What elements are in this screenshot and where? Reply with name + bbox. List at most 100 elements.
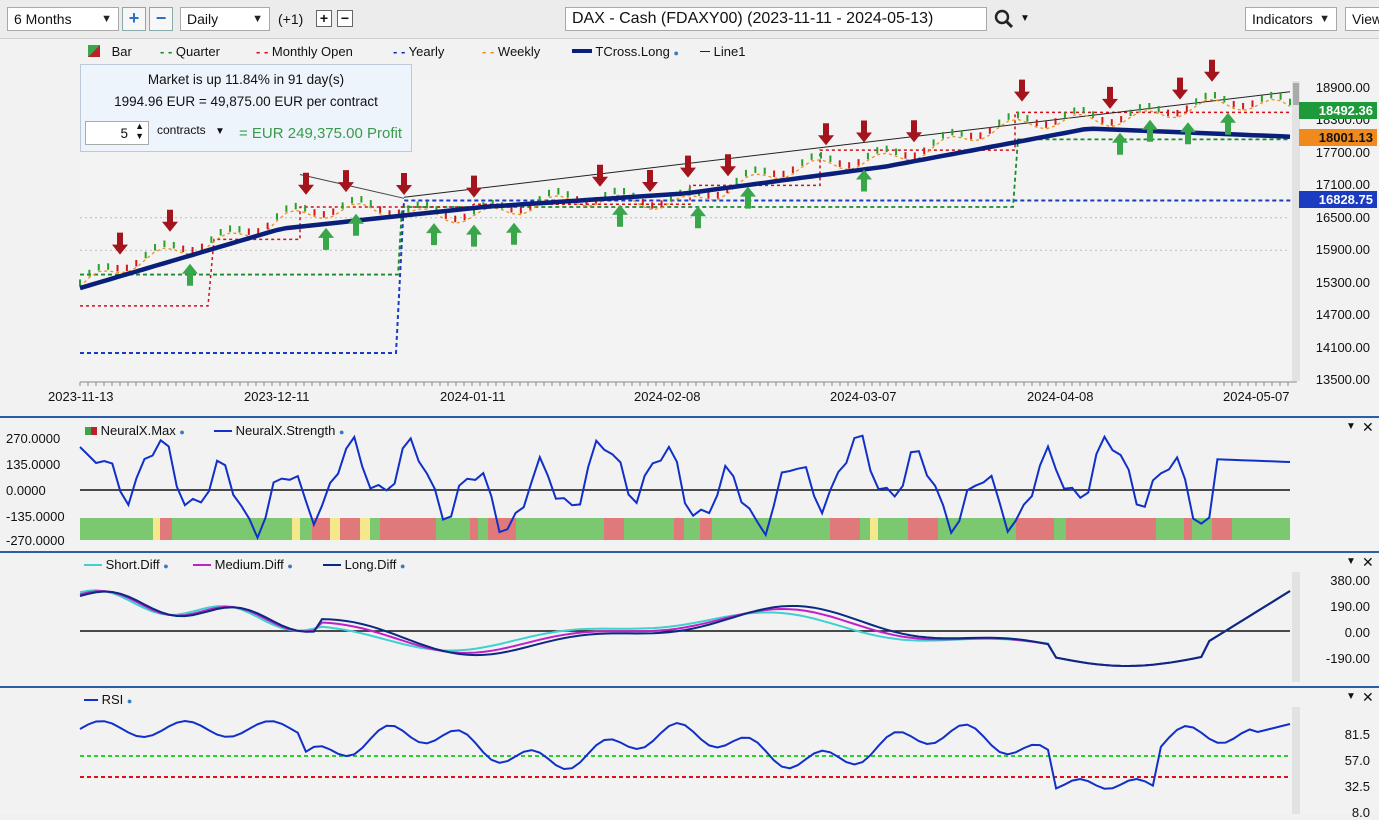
scrollbar-thumb [1293, 83, 1299, 105]
date-axis-label: 2023-11-13 [48, 389, 114, 404]
rsi-line [79, 719, 1291, 790]
buy-arrow-icon [1220, 112, 1236, 135]
sell-arrow-icon [466, 175, 482, 198]
rsi-axis-label: 81.5 [1344, 727, 1370, 742]
panel-menu-icon[interactable]: ▼ [1346, 691, 1356, 702]
panel-separator[interactable] [0, 686, 1379, 688]
legend-bar: Bar [88, 44, 132, 59]
settings-dot-icon[interactable]: ● [400, 561, 406, 571]
close-icon[interactable]: ✕ [1362, 419, 1374, 435]
buy-arrow-icon [506, 222, 522, 245]
symbol-title[interactable]: DAX - Cash (FDAXY00) (2023-11-11 - 2024-… [565, 7, 987, 31]
diff-chart[interactable] [0, 554, 1379, 686]
settings-dot-icon[interactable]: ● [163, 561, 169, 571]
price-axis-label: 14100.00 [1315, 339, 1370, 355]
settings-dot-icon[interactable]: ● [179, 427, 185, 437]
legend-neuralx-strength: NeuralX.Strength ● [214, 423, 344, 438]
close-icon[interactable]: ✕ [1362, 554, 1374, 570]
bar-icon [88, 45, 100, 57]
signal-segment [1156, 518, 1184, 540]
price-axis-label: 14700.00 [1315, 307, 1370, 323]
settings-dot-icon[interactable]: ● [287, 561, 293, 571]
dash-icon: - - [160, 44, 173, 59]
search-icon[interactable] [994, 9, 1014, 29]
line1-connector [299, 174, 405, 199]
panel-menu-icon[interactable]: ▼ [1346, 556, 1356, 567]
price-tag-weekly: 18001.13 [1299, 129, 1377, 146]
scrollbar-track [1292, 572, 1300, 682]
contracts-value: 5 [120, 126, 128, 141]
legend-yearly: - - Yearly [393, 44, 444, 59]
legend-weekly: - - Weekly [482, 44, 540, 59]
zoom-out-button[interactable]: − [149, 7, 173, 31]
legend-line1-label: Line1 [713, 44, 746, 59]
buy-arrow-icon [1142, 119, 1158, 142]
price-axis-label: 15900.00 [1315, 242, 1370, 258]
symbol-title-text: DAX - Cash (FDAXY00) (2023-11-11 - 2024-… [572, 10, 934, 27]
diff-panel[interactable]: Short.Diff ● Medium.Diff ● Long.Diff ● ▼… [0, 554, 1379, 686]
settings-dot-icon[interactable]: ● [126, 696, 133, 706]
settings-dot-icon[interactable]: ● [338, 427, 345, 437]
neuralx-panel[interactable]: NeuralX.Max ● NeuralX.Strength ● ▼ ✕ 270… [0, 419, 1379, 551]
buy-arrow-icon [856, 169, 872, 192]
panel-separator[interactable] [0, 551, 1379, 553]
signal-segment [684, 518, 700, 540]
rsi-axis-label: 57.0 [1344, 753, 1370, 768]
strength-line [79, 434, 1291, 541]
signal-segment [80, 518, 153, 540]
price-tag-yearly: 16828.75 [1299, 191, 1377, 208]
price-panel[interactable]: Bar - - Quarter - - Monthly Open - - Yea… [0, 39, 1379, 417]
signal-segment [624, 518, 674, 540]
remove-offset-button[interactable]: − [337, 10, 353, 27]
toolbar: 6 Months ▼ + − Daily ▼ (+1) + − DAX - Ca… [0, 0, 1379, 39]
view-button[interactable]: View [1345, 7, 1379, 31]
rsi-chart[interactable] [0, 689, 1379, 814]
profit-info-box: Market is up 11.84% in 91 day(s) 1994.96… [80, 64, 412, 152]
legend-monthly-label: Monthly Open [271, 44, 353, 59]
interval-value: Daily [187, 11, 219, 27]
legend-long-label: Long.Diff [344, 557, 397, 572]
contracts-label: contracts [157, 123, 206, 137]
signal-segment [830, 518, 860, 540]
price-axis-label: 13500.00 [1315, 372, 1370, 387]
signal-segment [300, 518, 312, 540]
diff-axis-label: -190.00 [1325, 651, 1370, 666]
indicators-button[interactable]: Indicators ▼ [1245, 7, 1337, 31]
line-icon [572, 49, 592, 53]
panel-separator[interactable] [0, 416, 1379, 418]
legend-tcross: TCross.Long ● [572, 44, 679, 59]
legend-neuralx-max-label: NeuralX.Max [100, 423, 176, 438]
legend-rsi-label: RSI [101, 692, 124, 707]
period-select[interactable]: 6 Months ▼ [7, 7, 119, 31]
sell-arrow-icon [162, 209, 178, 232]
stepper-arrows-icon[interactable]: ▲ ▼ [135, 121, 144, 141]
contracts-select[interactable]: contracts ▼ [157, 123, 225, 137]
close-icon[interactable]: ✕ [1362, 689, 1374, 705]
signal-segment [1016, 518, 1054, 540]
zoom-in-button[interactable]: + [122, 7, 146, 31]
interval-select[interactable]: Daily ▼ [180, 7, 270, 31]
buy-arrow-icon [426, 223, 442, 246]
neuralx-axis-label: 135.0000 [6, 457, 61, 472]
rsi-panel[interactable]: RSI ● ▼ ✕ 81.5 57.0 32.5 8.0 [0, 689, 1379, 820]
legend-short-diff: Short.Diff ● [84, 557, 169, 572]
neuralx-chart[interactable] [0, 419, 1379, 551]
date-axis-label: 2023-12-11 [244, 389, 310, 404]
search-menu-chevron-icon[interactable]: ▼ [1020, 13, 1030, 24]
legend-rsi: RSI ● [84, 692, 132, 707]
signal-segment [292, 518, 300, 540]
settings-dot-icon[interactable]: ● [673, 48, 679, 58]
signal-segment [1212, 518, 1232, 540]
line1-trendline [403, 91, 1291, 198]
scrollbar-track [1292, 707, 1300, 814]
sell-arrow-icon [680, 155, 696, 178]
bar-icon [85, 427, 97, 435]
panel-menu-icon[interactable]: ▼ [1346, 421, 1356, 432]
add-offset-button[interactable]: + [316, 10, 332, 27]
contracts-stepper[interactable]: 5 ▲ ▼ [85, 121, 149, 145]
signal-segment [752, 518, 830, 540]
signal-segment [1232, 518, 1290, 540]
price-axis-label: 17100.00 [1315, 177, 1370, 193]
line-icon [214, 430, 232, 432]
medium-diff-line [79, 590, 1291, 668]
